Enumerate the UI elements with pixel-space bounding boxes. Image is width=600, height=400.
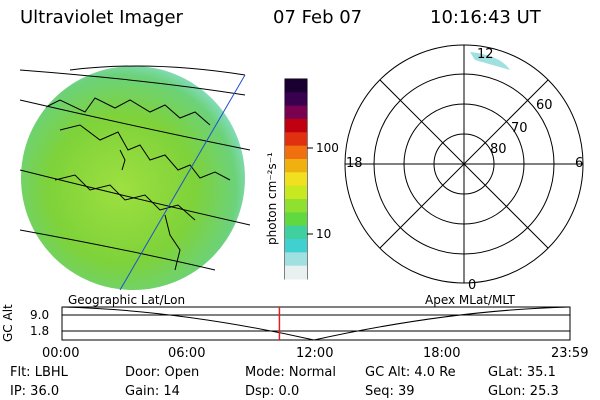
color-bar-stripe [285, 265, 307, 280]
glon-status: GLon: 25.3 [488, 384, 559, 399]
mlat-label-60: 60 [536, 98, 553, 113]
cb-label-100: 100 [316, 141, 339, 155]
color-bar-stripe [285, 145, 307, 160]
mlt-label-18: 18 [346, 156, 363, 171]
globe-disk [21, 66, 245, 290]
apex-caption: Apex MLat/MLT [425, 293, 515, 307]
mlt-label-0: 0 [468, 278, 477, 293]
color-bar-stripe [285, 199, 307, 213]
cb-unit-label: photon cm⁻²s⁻¹ [265, 152, 279, 245]
door-status: Door: Open [125, 365, 200, 380]
image-time: 10:16:43 UT [430, 7, 541, 28]
coastline [59, 124, 231, 181]
coastline [39, 97, 211, 126]
gc-alt-axis-label: GC Alt [1, 304, 15, 342]
gain-status: Gain: 14 [125, 384, 180, 399]
cb-label-10: 10 [316, 227, 332, 241]
color-bar-stripe [285, 225, 307, 240]
color-bar-stripe [285, 79, 307, 93]
ip-status: IP: 36.0 [10, 384, 60, 399]
dsp-status: Dsp: 0.0 [245, 384, 300, 399]
x-tick-2359: 23:59 [551, 346, 589, 361]
mode-status: Mode: Normal [245, 365, 336, 380]
image-date: 07 Feb 07 [273, 7, 363, 28]
coastline [164, 214, 181, 271]
polar-plot [344, 44, 584, 284]
aurora-patch [470, 52, 510, 70]
color-bar-stripe [285, 239, 307, 253]
glat-status: GLat: 35.1 [488, 365, 556, 380]
mlt-diag-2 [379, 79, 549, 249]
gcalt-status: GC Alt: 4.0 Re [365, 365, 456, 380]
color-bar-stripe [285, 159, 307, 173]
mlt-label-12: 12 [477, 47, 494, 62]
x-tick-0600: 06:00 [168, 346, 206, 361]
color-bar-stripe [285, 185, 307, 200]
y-tick-9: 9.0 [30, 308, 50, 322]
color-bar-stripe [285, 252, 307, 267]
gc-alt-timeline [61, 306, 571, 341]
x-tick-0000: 00:00 [42, 346, 80, 361]
mlat-label-70: 70 [511, 121, 528, 136]
color-bar-stripe [285, 92, 307, 107]
seq-status: Seq: 39 [365, 384, 415, 399]
x-tick-1800: 18:00 [423, 346, 461, 361]
color-bar-stripe [285, 119, 307, 133]
x-tick-1200: 12:00 [296, 346, 334, 361]
y-tick-1-8: 1.8 [30, 324, 50, 338]
color-bar-stripe [285, 105, 307, 120]
lat-grid [19, 65, 251, 271]
flt-status: Flt: LBHL [10, 365, 68, 380]
color-bar [284, 78, 313, 280]
coastline [119, 149, 126, 171]
earth-image [19, 65, 251, 291]
mlat-label-80: 80 [490, 142, 507, 157]
geo-caption: Geographic Lat/Lon [68, 293, 186, 307]
alt-curve [61, 306, 571, 341]
color-bar-stripe [285, 172, 307, 187]
color-bar-stripe [285, 212, 307, 227]
mlt-label-6: 6 [575, 156, 584, 171]
imager-title: Ultraviolet Imager [20, 7, 183, 28]
color-bar-stripe [285, 132, 307, 147]
meridian-line [119, 74, 246, 291]
